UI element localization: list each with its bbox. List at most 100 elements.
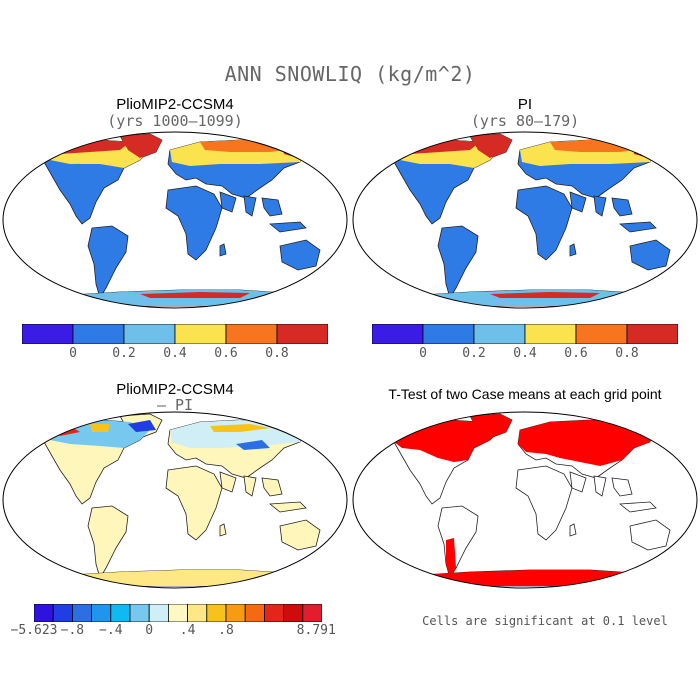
colorbar-tick-label: 0.4: [513, 346, 537, 361]
colorbar-tick-label: 0: [419, 346, 427, 361]
colorbar-swatch: [524, 324, 577, 344]
colorbar-swatch: [206, 604, 227, 622]
australia-land: [629, 519, 671, 551]
south-america-land: [87, 225, 129, 299]
panel1-subtitle: (yrs 1000–1099): [107, 112, 243, 130]
colorbar-swatch: [167, 604, 188, 622]
colorbar-swatch: [52, 604, 73, 622]
map-panel-1: [2, 131, 348, 309]
se-asia-land: [261, 477, 283, 497]
colorbar-swatch: [187, 604, 208, 622]
panel4-title: T-Test of two Case means at each grid po…: [388, 386, 662, 402]
map-panel-3: [2, 411, 348, 589]
south-america-land: [437, 225, 479, 299]
panel2-subtitle: (yrs 80–179): [470, 112, 580, 130]
diff-siberia: [210, 424, 270, 432]
colorbar-swatch: [22, 324, 74, 344]
colorbar-tick-label: −.4: [99, 623, 123, 638]
colorbar-swatch: [225, 324, 278, 344]
indonesia-land: [268, 221, 307, 233]
africa-land: [165, 465, 223, 541]
panel3-title: PlioMIP2-CCSM4: [116, 381, 234, 398]
colorbar-tick-label: −.8: [60, 623, 85, 638]
colorbar-swatch: [123, 324, 176, 344]
colorbar-swatch: [72, 324, 125, 344]
colorbar-swatch: [302, 604, 322, 622]
figure-title: ANN SNOWLIQ (kg/m^2): [224, 62, 476, 86]
colorbar-tick-label: 0.4: [163, 346, 187, 361]
colorbar-swatch: [473, 324, 526, 344]
colorbar-tick-label: −5.623: [10, 623, 58, 638]
madagascar-land: [219, 243, 227, 257]
colorbar-swatch: [110, 604, 131, 622]
madagascar-land: [569, 243, 577, 257]
se-asia-land: [611, 477, 633, 497]
colorbar-tick-label: .8: [218, 623, 234, 638]
map-panel-2: [352, 131, 698, 309]
colorbar-swatch: [174, 324, 227, 344]
indonesia-land: [618, 221, 657, 233]
africa-land: [515, 185, 573, 261]
colorbar-tick-label: .4: [179, 623, 196, 638]
signif-greenland: [470, 414, 512, 438]
arabia-land: [569, 471, 587, 493]
colorbar-panel-1: [22, 324, 328, 344]
se-asia-land: [611, 197, 633, 217]
india-land: [243, 475, 257, 497]
snow-antarctica-high: [490, 292, 600, 298]
colorbar-panel-2: [372, 324, 678, 344]
india-land: [593, 195, 607, 217]
panel1-title: PlioMIP2-CCSM4: [116, 96, 234, 113]
colorbar-tick-label: 8.791: [296, 623, 336, 638]
colorbar-tick-label: 0.2: [462, 346, 486, 361]
map-border: [352, 411, 698, 589]
map-border: [352, 131, 698, 309]
colorbar-swatch: [129, 604, 150, 622]
snow-antarctica-high: [140, 292, 250, 298]
signif-andes: [446, 538, 456, 578]
arabia-land: [219, 191, 237, 213]
colorbar-tick-label: 0.6: [214, 346, 238, 361]
map-panel-4: [352, 411, 698, 589]
colorbar-swatch: [148, 604, 169, 622]
india-land: [243, 195, 257, 217]
diff-na-center: [90, 424, 110, 432]
colorbar-swatch: [244, 604, 265, 622]
madagascar-land: [219, 523, 227, 537]
snow-mid-eurasia: [200, 140, 300, 152]
south-america-land: [87, 505, 129, 579]
colorbar-tick-label: 0.8: [265, 346, 289, 361]
colorbar-tick-label: 0.6: [564, 346, 588, 361]
diff-central-asia: [236, 440, 270, 450]
panel3-subtitle: – PI: [156, 396, 194, 414]
colorbar-swatch: [283, 604, 304, 622]
africa-land: [165, 185, 223, 261]
colorbar-tick-label: 0: [145, 623, 154, 638]
colorbar-swatch: [34, 604, 54, 622]
se-asia-land: [261, 197, 283, 217]
colorbar-tick-label: 0.8: [615, 346, 639, 361]
colorbar-swatch: [91, 604, 112, 622]
snow-greenland: [470, 134, 512, 158]
significance-note: Cells are significant at 0.1 level: [422, 614, 668, 628]
colorbar-swatch: [422, 324, 475, 344]
diff-greenland: [128, 420, 156, 432]
map-border: [2, 131, 348, 309]
colorbar-swatch: [626, 324, 678, 344]
colorbar-panel-3: [34, 604, 322, 622]
africa-land: [515, 465, 573, 541]
panel2-title: PI: [517, 96, 533, 113]
madagascar-land: [569, 523, 577, 537]
india-land: [593, 475, 607, 497]
colorbar-swatch: [72, 604, 93, 622]
arabia-land: [569, 191, 587, 213]
snow-mid-eurasia: [550, 140, 650, 152]
australia-land: [629, 239, 671, 271]
indonesia-land: [268, 501, 307, 513]
colorbar-tick-label: 0: [69, 346, 77, 361]
australia-land: [279, 239, 321, 271]
colorbar-swatch: [372, 324, 424, 344]
australia-land: [279, 519, 321, 551]
colorbar-tick-label: 0.2: [112, 346, 136, 361]
colorbar-swatch: [225, 604, 246, 622]
